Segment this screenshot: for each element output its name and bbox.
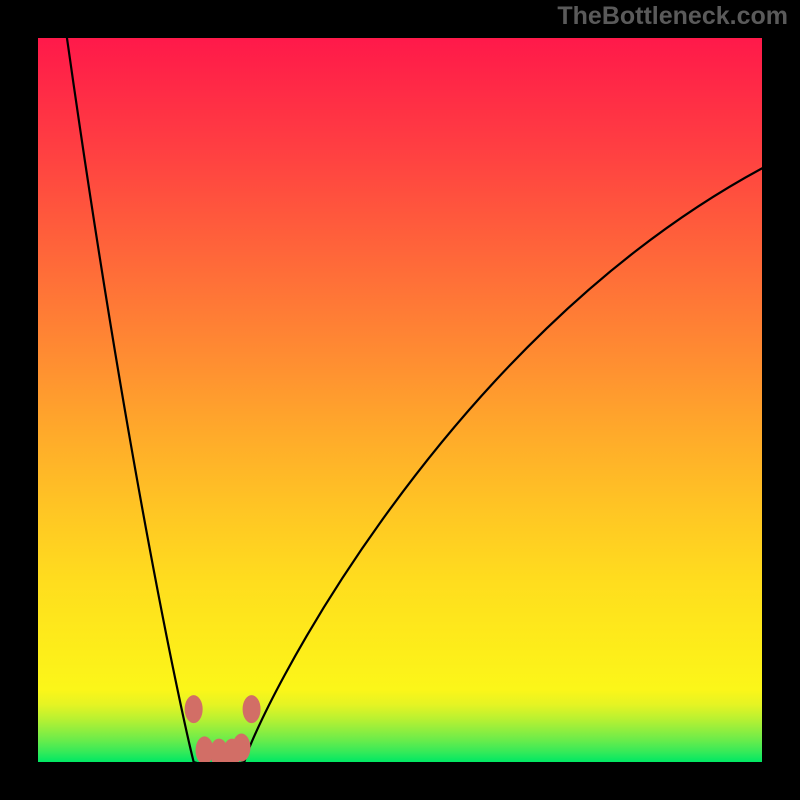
gradient-background: [38, 38, 762, 762]
curve-marker: [232, 734, 250, 762]
curve-marker: [243, 695, 261, 723]
plot-area: [38, 38, 762, 762]
curve-marker: [185, 695, 203, 723]
chart-container: TheBottleneck.com: [0, 0, 800, 800]
plot-svg: [38, 38, 762, 762]
watermark-text: TheBottleneck.com: [557, 2, 788, 31]
